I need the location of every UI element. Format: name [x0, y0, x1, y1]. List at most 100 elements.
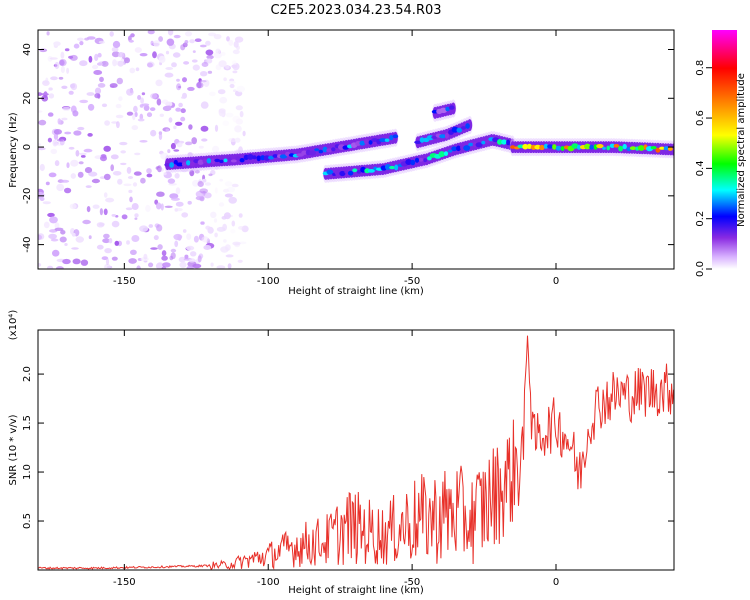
noise-blob — [230, 229, 236, 234]
noise-blob — [47, 112, 54, 117]
band-peak — [439, 134, 447, 139]
band-peak — [355, 141, 361, 146]
noise-blob — [92, 64, 99, 70]
band-peak — [438, 151, 445, 158]
noise-blob — [180, 116, 186, 122]
noise-blob — [66, 67, 70, 74]
noise-blob — [56, 183, 65, 192]
noise-blob — [231, 64, 238, 69]
band-peak — [451, 146, 458, 152]
noise-blob — [238, 213, 243, 218]
noise-blob — [58, 59, 67, 67]
noise-blob — [195, 196, 204, 201]
noise-blob — [174, 173, 180, 179]
noise-blob — [79, 99, 89, 104]
band-peak — [247, 154, 254, 160]
band-peak — [214, 158, 221, 163]
noise-blob — [206, 58, 213, 64]
noise-blob — [175, 187, 181, 195]
band-peak — [596, 144, 604, 149]
band-peak — [359, 140, 366, 146]
noise-blob — [54, 160, 60, 167]
noise-blob — [64, 187, 72, 194]
noise-blob — [53, 133, 59, 140]
noise-blob — [161, 266, 167, 269]
noise-blob — [219, 96, 228, 104]
noise-blob — [187, 200, 192, 205]
noise-blob — [53, 129, 63, 135]
band-peak — [197, 159, 204, 165]
y-tick-label: 0 — [22, 144, 33, 150]
noise-blob — [213, 34, 222, 40]
noise-blob — [72, 110, 79, 117]
noise-blob — [111, 256, 118, 261]
snr-panel: -150 -100 -50 0 0.5 1.0 1.5 2.0 Height of strai… — [8, 310, 675, 596]
noise-blob — [54, 222, 60, 229]
noise-blob — [174, 240, 179, 248]
noise-blob — [126, 240, 130, 245]
band-peak — [326, 148, 332, 153]
noise-blob — [175, 201, 184, 207]
noise-blob — [118, 96, 123, 102]
noise-blob — [57, 138, 63, 142]
noise-blob — [158, 36, 164, 42]
band-peak — [384, 138, 390, 142]
noise-blob — [83, 148, 93, 153]
noise-blob — [70, 173, 77, 179]
band-peak — [394, 164, 399, 171]
noise-blob — [201, 236, 209, 243]
band-peak — [506, 139, 511, 146]
noise-blob — [91, 178, 100, 184]
noise-blob — [111, 214, 117, 217]
noise-blob — [207, 226, 214, 234]
snr-ylabel: SNR (10 * v/v) — [8, 414, 19, 485]
noise-blob — [48, 233, 57, 240]
noise-blob — [105, 197, 115, 203]
noise-blob — [57, 118, 62, 125]
noise-blob — [50, 238, 59, 242]
noise-blob — [228, 196, 237, 204]
band-peak — [655, 147, 661, 153]
band-peak — [481, 140, 486, 145]
noise-blob — [159, 113, 164, 118]
band-peak — [318, 149, 323, 154]
noise-blob — [224, 181, 233, 187]
noise-blob — [185, 141, 193, 146]
noise-blob — [88, 171, 98, 177]
noise-blob — [140, 177, 146, 184]
noise-blob — [87, 103, 95, 111]
noise-blob — [38, 147, 46, 151]
noise-blob — [111, 121, 118, 124]
noise-blob — [242, 130, 246, 137]
noise-blob — [87, 133, 93, 137]
noise-blob — [173, 233, 183, 241]
noise-blob — [184, 40, 189, 44]
band-peak — [602, 146, 606, 150]
noise-blob — [128, 258, 137, 264]
noise-blob — [197, 255, 202, 263]
noise-blob — [178, 102, 183, 108]
noise-blob — [64, 243, 68, 246]
noise-blob — [161, 255, 168, 261]
noise-blob — [115, 114, 124, 119]
noise-blob — [231, 220, 236, 227]
noise-blob — [41, 95, 49, 102]
noise-blob — [111, 220, 120, 228]
noise-blob — [145, 204, 151, 213]
noise-blob — [77, 37, 84, 41]
y-tick-label: -20 — [22, 188, 33, 204]
noise-blob — [214, 187, 218, 194]
noise-blob — [126, 111, 134, 116]
band-peak — [465, 123, 470, 129]
noise-blob — [205, 49, 214, 56]
noise-blob — [54, 61, 60, 70]
band-peak — [667, 147, 673, 151]
noise-blob — [163, 172, 167, 176]
noise-blob — [191, 137, 197, 145]
noise-blob — [131, 203, 139, 210]
noise-blob — [225, 244, 231, 251]
band-peak — [555, 145, 562, 151]
noise-blob — [180, 108, 186, 114]
noise-blob — [93, 70, 103, 75]
snr-frame — [37, 329, 675, 571]
